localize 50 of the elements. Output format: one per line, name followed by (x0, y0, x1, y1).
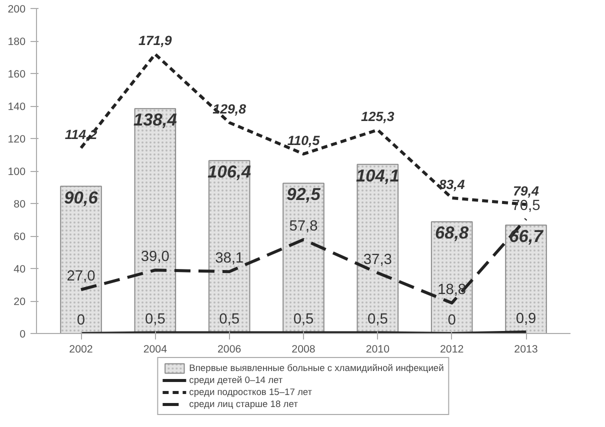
data-label: 125,3 (360, 108, 395, 124)
x-tick-label: 2012 (440, 344, 464, 356)
data-label: 39,0 (140, 249, 170, 266)
data-label: 0,5 (144, 312, 166, 328)
data-label: 83,4 (438, 176, 466, 192)
y-tick-label: 180 (8, 36, 26, 48)
data-label: 18,8 (438, 282, 466, 298)
y-tick-label: 120 (8, 134, 26, 146)
y-tick-label: 20 (14, 296, 26, 308)
y-tick-label: 140 (8, 101, 26, 113)
data-label: 37,3 (363, 252, 392, 268)
x-tick-label: 2010 (366, 344, 390, 356)
y-tick-label: 60 (14, 231, 26, 243)
data-label: 0,5 (219, 312, 240, 328)
x-tick-label: 2002 (69, 344, 93, 356)
data-label: 38,1 (215, 250, 244, 267)
y-tick-label: 160 (8, 68, 26, 80)
legend-label: среди лиц старше 18 лет (189, 398, 298, 410)
data-label: 0,9 (516, 311, 536, 328)
data-label: 92,5 (286, 184, 321, 204)
data-label: 79,4 (513, 183, 540, 198)
legend-label: Впервые выявленные больные с хламидийной инфекцией (189, 362, 444, 374)
data-label: 129,8 (212, 102, 247, 117)
legend-label: среди детей 0–14 лет (189, 374, 283, 386)
y-tick-label: 0 (20, 328, 26, 340)
data-label: 0,5 (293, 312, 314, 328)
x-tick-label: 2004 (143, 344, 168, 356)
data-label: 68,8 (434, 222, 470, 243)
y-tick-label: 80 (14, 198, 26, 210)
x-tick-label: 2008 (292, 344, 316, 356)
data-label: 0,5 (367, 312, 388, 328)
data-label: 70,5 (512, 198, 540, 214)
x-tick-label: 2006 (217, 344, 242, 356)
data-label: 106,4 (208, 162, 252, 182)
y-tick-label: 100 (8, 166, 26, 178)
data-label: 0 (448, 312, 456, 328)
data-label: 171,9 (138, 33, 172, 48)
y-tick-label: 200 (8, 4, 26, 16)
legend-label: среди подростков 15–17 лет (189, 386, 312, 398)
data-label: 0 (76, 312, 86, 328)
data-label: 66,7 (509, 226, 544, 246)
y-tick-label: 40 (14, 264, 26, 276)
data-label: 114,2 (64, 126, 98, 142)
x-tick-label: 2013 (514, 344, 538, 356)
data-label: 138,4 (133, 110, 178, 130)
data-label: 104,1 (356, 165, 400, 186)
data-label: 110,5 (287, 132, 320, 148)
data-label: 57,8 (289, 218, 318, 235)
data-label: 27,0 (66, 268, 96, 285)
data-label: 90,6 (64, 187, 98, 208)
